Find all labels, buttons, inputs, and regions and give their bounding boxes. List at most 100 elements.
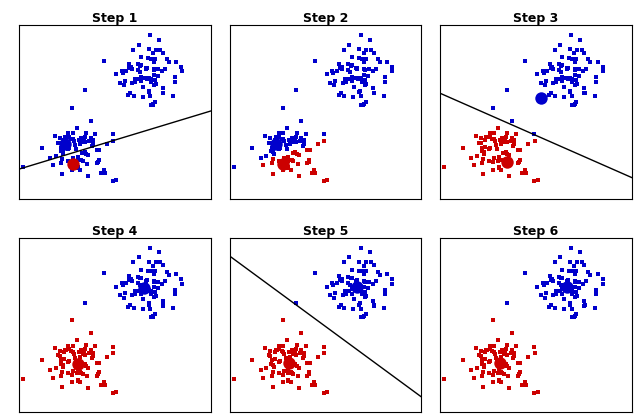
Point	[368, 85, 378, 92]
Point	[579, 302, 590, 309]
Point	[76, 134, 86, 141]
Point	[343, 61, 353, 68]
Point	[571, 310, 581, 317]
Point	[288, 138, 299, 145]
Point	[488, 379, 498, 386]
Point	[489, 155, 499, 162]
Point	[574, 285, 584, 292]
Point	[556, 69, 566, 76]
Point	[544, 91, 554, 98]
Point	[292, 150, 302, 157]
Point	[346, 274, 357, 281]
Point	[318, 343, 329, 350]
Point	[484, 130, 494, 137]
Point	[290, 135, 300, 142]
Point	[136, 286, 146, 293]
Point	[541, 77, 551, 84]
Point	[85, 349, 96, 356]
Point	[295, 350, 305, 357]
Point	[93, 369, 103, 375]
Point	[363, 285, 373, 292]
Point	[80, 352, 91, 358]
Point	[563, 288, 574, 294]
Point	[55, 347, 65, 354]
Point	[309, 379, 320, 386]
Point	[360, 98, 371, 105]
Point	[145, 93, 156, 100]
Point	[57, 368, 68, 375]
Point	[108, 343, 118, 350]
Title: Step 1: Step 1	[92, 12, 138, 25]
Point	[149, 284, 159, 291]
Point	[288, 370, 299, 377]
Point	[266, 148, 276, 155]
Point	[80, 139, 91, 146]
Point	[571, 76, 581, 83]
Point	[382, 58, 392, 65]
Point	[488, 317, 498, 324]
Point	[346, 286, 357, 293]
Point	[57, 156, 68, 163]
Point	[269, 149, 279, 156]
Point	[322, 389, 332, 396]
Point	[58, 149, 68, 156]
Point	[71, 337, 82, 344]
Point	[339, 305, 349, 312]
Point	[68, 136, 78, 143]
Point	[565, 89, 575, 96]
Point	[290, 148, 300, 155]
Point	[572, 293, 582, 300]
Point	[330, 77, 341, 84]
Point	[150, 76, 160, 83]
Point	[479, 361, 489, 368]
Point	[274, 130, 284, 137]
Point	[567, 79, 577, 85]
Point	[121, 280, 131, 286]
Point	[355, 299, 365, 306]
Point	[497, 134, 507, 141]
Point	[269, 363, 279, 370]
Point	[296, 347, 306, 354]
Point	[71, 145, 81, 152]
Point	[18, 375, 28, 382]
Point	[283, 365, 293, 372]
Point	[148, 50, 158, 57]
Point	[292, 342, 302, 349]
Point	[153, 278, 163, 285]
Point	[290, 347, 300, 354]
Point	[489, 136, 499, 143]
Point	[325, 292, 335, 299]
Point	[571, 55, 581, 62]
Point	[283, 378, 293, 384]
Point	[593, 271, 603, 278]
Point	[265, 352, 275, 359]
Point	[108, 178, 119, 184]
Point	[351, 277, 361, 284]
Point	[291, 352, 301, 358]
Point	[142, 277, 152, 284]
Point	[124, 273, 134, 279]
Point	[552, 76, 562, 82]
Point	[67, 317, 77, 324]
Point	[266, 360, 276, 367]
Point	[154, 36, 165, 43]
Point	[78, 138, 88, 145]
Point	[88, 349, 98, 356]
Point	[496, 369, 506, 375]
Point	[291, 134, 301, 140]
Point	[340, 76, 350, 82]
Point	[572, 81, 582, 87]
Point	[579, 49, 590, 56]
Point	[85, 134, 96, 141]
Point	[286, 134, 297, 141]
Point	[347, 54, 357, 61]
Point	[152, 73, 163, 79]
Point	[489, 342, 499, 349]
Point	[82, 160, 93, 167]
Point	[517, 170, 528, 176]
Point	[356, 305, 366, 312]
Point	[99, 167, 109, 173]
Point	[133, 279, 143, 286]
Point	[68, 348, 78, 355]
Point	[357, 268, 367, 274]
